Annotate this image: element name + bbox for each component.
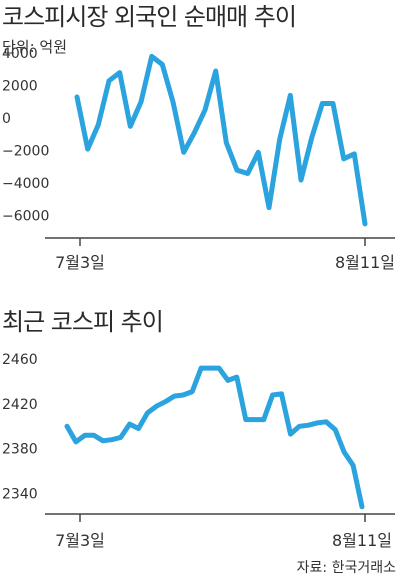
chart1-y-tick-label: 4000 — [2, 46, 38, 62]
chart1-y-tick-label: −6000 — [2, 209, 49, 225]
chart1-y-tick-label: −2000 — [2, 144, 49, 160]
chart2-series-line — [64, 365, 365, 510]
chart1-y-tick-label: −4000 — [2, 176, 49, 192]
chart2-y-tick-label: 2380 — [2, 442, 38, 458]
chart2-x-label-end: 8월11일 — [332, 531, 392, 550]
chart2-x-label-start: 7월3일 — [55, 531, 105, 550]
chart1-x-label-start: 7월3일 — [55, 253, 105, 272]
chart2-title: 최근 코스피 추이 — [2, 308, 163, 336]
chart2-y-tick-label: 2420 — [2, 397, 38, 413]
chart1-unit: 단위: 억원 — [2, 38, 67, 56]
chart2-y-tick-label: 2340 — [2, 486, 38, 502]
chart2-y-axis: 2460 2420 2380 2340 — [2, 352, 38, 502]
chart1-title: 코스피시장 외국인 순매매 추이 — [2, 3, 296, 31]
chart2-y-tick-label: 2460 — [2, 352, 38, 368]
chart1-x-label-end: 8월11일 — [335, 253, 395, 272]
chart1-y-tick-label: 2000 — [2, 79, 38, 95]
source-note: 자료: 한국거래소 — [297, 560, 396, 576]
chart1-y-tick-label: 0 — [2, 111, 11, 127]
chart1-y-axis: 4000 2000 0 −2000 −4000 −6000 — [2, 46, 49, 225]
chart1-series-line — [74, 53, 368, 227]
